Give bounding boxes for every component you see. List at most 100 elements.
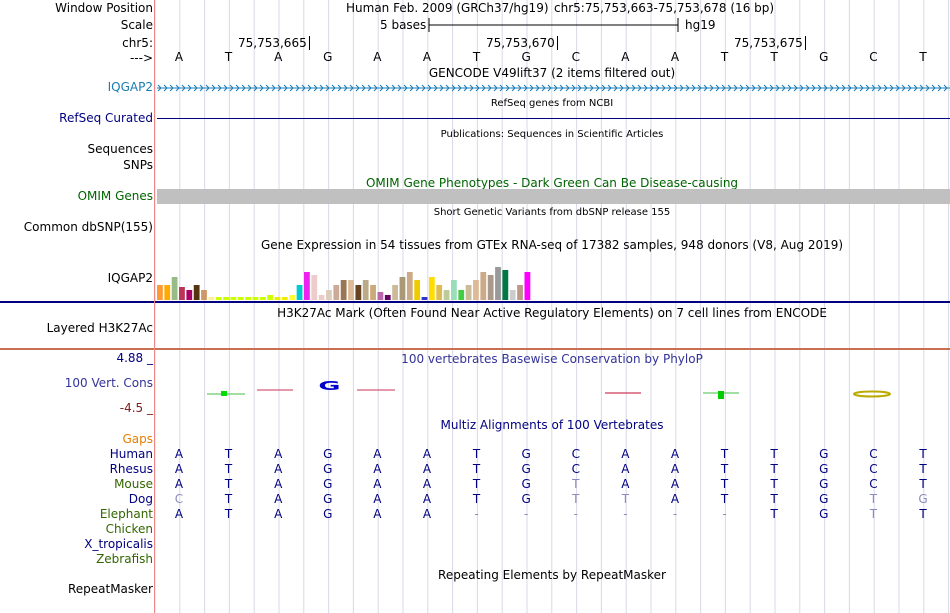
gtex-tissue-bar[interactable] (318, 295, 325, 300)
conservation-track-title[interactable]: 100 vertebrates Basewise Conservation by… (401, 352, 703, 366)
aligned-base: T (720, 447, 729, 461)
gtex-tissue-bar[interactable] (179, 287, 185, 300)
dbsnp-track-title[interactable]: Short Genetic Variants from dbSNP releas… (433, 207, 671, 218)
gtex-tissue-bar[interactable] (215, 297, 222, 300)
gtex-tissue-bar[interactable] (495, 267, 501, 300)
gtex-tissue-bar[interactable] (377, 292, 384, 300)
species-label-chicken[interactable]: Chicken (105, 522, 153, 536)
repeatmasker-track-title[interactable]: Repeating Elements by RepeatMasker (438, 568, 666, 582)
gtex-bar-chart[interactable] (157, 250, 557, 300)
aligned-base: T (472, 477, 481, 491)
gtex-tissue-bar[interactable] (473, 280, 479, 300)
conservation-plot[interactable]: G (157, 372, 950, 408)
gtex-tissue-bar[interactable] (304, 272, 310, 300)
gtex-tissue-bar[interactable] (362, 280, 369, 300)
gtex-tissue-bar[interactable] (252, 297, 259, 300)
gtex-tissue-bar[interactable] (502, 270, 509, 300)
gtex-tissue-bar[interactable] (230, 297, 237, 300)
gtex-tissue-bar[interactable] (443, 290, 450, 300)
gtex-tissue-bar[interactable] (406, 272, 413, 300)
species-label-elephant[interactable]: Elephant (99, 507, 153, 521)
gencode-track-title[interactable]: GENCODE V49lift37 (2 items filtered out) (428, 66, 676, 80)
gtex-tissue-bar[interactable] (524, 272, 531, 300)
gaps-label[interactable]: Gaps (122, 432, 153, 446)
gtex-tissue-bar[interactable] (267, 295, 274, 300)
refseq-track-title[interactable]: RefSeq genes from NCBI (490, 98, 614, 109)
gtex-tissue-bar[interactable] (436, 285, 443, 300)
gtex-tissue-bar[interactable] (245, 297, 251, 300)
publications-track-title[interactable]: Publications: Sequences in Scientific Ar… (440, 129, 664, 140)
gtex-tissue-bar[interactable] (296, 285, 303, 300)
gtex-tissue-bar[interactable] (348, 280, 354, 300)
species-label-mouse[interactable]: Mouse (114, 477, 153, 491)
sequence-base: G (323, 50, 333, 64)
gtex-tissue-bar[interactable] (480, 272, 487, 300)
gtex-tissue-bar[interactable] (465, 285, 472, 300)
aligned-base: C (571, 447, 580, 461)
cons-label[interactable]: 100 Vert. Cons (64, 376, 153, 390)
gtex-tissue-bar[interactable] (237, 297, 244, 300)
species-label-dog[interactable]: Dog (128, 492, 153, 506)
omim-track-title[interactable]: OMIM Gene Phenotypes - Dark Green Can Be… (365, 176, 739, 190)
gencode-gene-label[interactable]: IQGAP2 (107, 80, 153, 94)
species-label-rhesus[interactable]: Rhesus (109, 462, 153, 476)
strand-arrow-label[interactable]: ---> (129, 51, 153, 65)
gtex-tissue-bar[interactable] (326, 290, 332, 300)
snps-label[interactable]: SNPs (123, 158, 153, 172)
aligned-base: G (819, 492, 829, 506)
gtex-tissue-bar[interactable] (164, 285, 171, 300)
sequence-base: T (720, 50, 729, 64)
multiz-track-title[interactable]: Multiz Alignments of 100 Vertebrates (440, 418, 664, 432)
omim-gene-bar[interactable] (157, 189, 950, 204)
scale-db: hg19 (685, 18, 716, 32)
gtex-tissue-bar[interactable] (509, 290, 516, 300)
gtex-track-title[interactable]: Gene Expression in 54 tissues from GTEx … (260, 238, 844, 252)
refseq-label[interactable]: RefSeq Curated (59, 111, 153, 125)
gtex-tissue-bar[interactable] (487, 275, 494, 300)
dbsnp-label[interactable]: Common dbSNP(155) (23, 220, 153, 234)
aligned-base: A (274, 492, 283, 506)
gtex-gene-label[interactable]: IQGAP2 (107, 271, 153, 285)
gtex-tissue-bar[interactable] (428, 277, 435, 300)
gtex-tissue-bar[interactable] (399, 277, 406, 300)
gtex-tissue-bar[interactable] (392, 285, 398, 300)
aligned-base: G (521, 462, 531, 476)
sequences-label[interactable]: Sequences (87, 142, 153, 156)
gtex-tissue-bar[interactable] (311, 275, 318, 300)
gtex-tissue-bar[interactable] (259, 297, 266, 300)
gtex-tissue-bar[interactable] (201, 290, 207, 300)
aligned-base: C (869, 447, 878, 461)
gtex-tissue-bar[interactable] (333, 285, 340, 300)
h3k27ac-label[interactable]: Layered H3K27Ac (46, 321, 153, 335)
gtex-tissue-bar[interactable] (384, 295, 391, 300)
gtex-tissue-bar[interactable] (171, 277, 178, 300)
species-label-x_tropicalis[interactable]: X_tropicalis (84, 537, 153, 551)
gtex-tissue-bar[interactable] (193, 285, 200, 300)
refseq-gene-line[interactable] (157, 118, 950, 119)
aligned-base: - (722, 507, 727, 521)
gtex-tissue-bar[interactable] (421, 297, 428, 300)
aligned-base: T (720, 462, 729, 476)
gtex-tissue-bar[interactable] (274, 297, 281, 300)
omim-label[interactable]: OMIM Genes (77, 189, 153, 203)
gtex-tissue-bar[interactable] (281, 297, 288, 300)
repeatmasker-label[interactable]: RepeatMasker (67, 582, 153, 596)
gtex-tissue-bar[interactable] (186, 290, 193, 300)
species-label-human[interactable]: Human (109, 447, 153, 461)
gtex-tissue-bar[interactable] (414, 280, 421, 300)
aligned-base: A (670, 462, 680, 476)
gtex-tissue-bar[interactable] (517, 285, 523, 300)
h3k27ac-track-title[interactable]: H3K27Ac Mark (Often Found Near Active Re… (277, 306, 827, 320)
aligned-base: G (323, 507, 333, 521)
gtex-tissue-bar[interactable] (208, 297, 215, 300)
gtex-tissue-bar[interactable] (340, 280, 347, 300)
species-label-zebrafish[interactable]: Zebrafish (96, 552, 153, 566)
gtex-tissue-bar[interactable] (289, 295, 296, 300)
gtex-tissue-bar[interactable] (370, 285, 376, 300)
gencode-gene-model[interactable] (157, 82, 950, 94)
gtex-tissue-bar[interactable] (157, 285, 163, 300)
gtex-tissue-bar[interactable] (355, 285, 362, 300)
gtex-tissue-bar[interactable] (458, 290, 465, 300)
gtex-tissue-bar[interactable] (223, 297, 229, 300)
gtex-tissue-bar[interactable] (451, 280, 457, 300)
